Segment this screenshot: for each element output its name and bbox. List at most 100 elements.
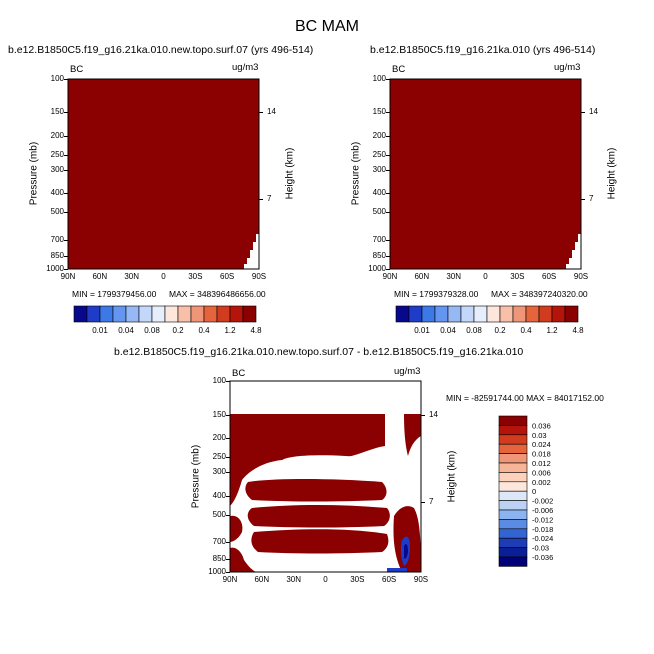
pressure-tick-label: 250: [372, 149, 386, 159]
height-tick: [421, 414, 425, 416]
colorbar-diff: 0.0360.030.0240.0180.0120.0060.0020-0.00…: [498, 415, 553, 567]
colorbar-label: 0.04: [440, 326, 456, 335]
latitude-tick-label: 0: [161, 272, 166, 281]
diff-plot: [229, 380, 422, 573]
y-axis-title: Pressure (mb): [350, 141, 362, 206]
latitude-tick-label: 30N: [286, 575, 301, 584]
colorbar-swatch: [498, 415, 528, 426]
pressure-tick-label: 250: [50, 149, 64, 159]
colorbar-swatch: [551, 305, 566, 323]
colorbar-swatch: [564, 305, 579, 323]
pressure-tick-label: 300: [372, 164, 386, 174]
colorbar-label: 0.08: [466, 326, 482, 335]
latitude-tick-label: 60N: [254, 575, 270, 584]
colorbar-label: -0.03: [532, 544, 549, 553]
pressure-tick-label: 150: [372, 107, 386, 117]
height-tick: [581, 199, 585, 201]
colorbar-swatch: [447, 305, 462, 323]
panel-2-topography: [566, 234, 581, 269]
panel-1-topography: [244, 234, 259, 269]
colorbar-swatch: [486, 305, 501, 323]
colorbar-swatch: [498, 472, 528, 483]
colorbar-label: -0.006: [532, 506, 553, 515]
pressure-tick: [226, 381, 230, 382]
colorbar-label: -0.018: [532, 525, 553, 534]
pressure-tick: [386, 112, 390, 114]
colorbar-swatch: [190, 305, 205, 323]
colorbar-panel-1: 0.010.040.080.20.41.24.818: [73, 305, 262, 335]
colorbar-swatch: [498, 434, 528, 445]
pressure-tick-label: 850: [212, 553, 226, 563]
pressure-tick: [226, 558, 230, 560]
pressure-tick-label: 1000: [368, 264, 386, 273]
figure-title: BC MAM: [295, 18, 359, 35]
pressure-tick: [64, 269, 68, 270]
latitude-tick-label: 0: [483, 272, 488, 281]
y-axis-right-title: Height (km): [606, 147, 618, 200]
colorbar-label: 0.002: [532, 478, 551, 487]
pressure-tick: [64, 193, 68, 195]
pressure-tick: [386, 79, 390, 80]
colorbar-swatch: [408, 305, 423, 323]
panel-2-units: ug/m3: [554, 62, 581, 73]
panel-2-field: [389, 78, 582, 270]
latitude-tick-label: 0: [323, 575, 328, 584]
pressure-tick: [64, 112, 68, 114]
panel-1-plot: [67, 78, 260, 270]
pressure-tick-label: 200: [372, 131, 386, 141]
diff-title: b.e12.B1850C5.f19_g16.21ka.010.new.topo.…: [114, 346, 524, 358]
colorbar-swatch: [125, 305, 140, 323]
panel-1-units: ug/m3: [232, 62, 259, 73]
diff-negative-region: [387, 536, 410, 572]
colorbar-swatch: [434, 305, 449, 323]
pressure-tick: [386, 239, 390, 241]
height-tick-label: 14: [267, 107, 276, 117]
pressure-tick-label: 300: [50, 164, 64, 174]
diff-units: ug/m3: [394, 366, 421, 377]
colorbar-swatch: [498, 443, 528, 454]
pressure-tick: [386, 255, 390, 257]
panel-1-var: BC: [70, 64, 84, 75]
colorbar-swatch: [112, 305, 127, 323]
latitude-tick-label: 90S: [251, 272, 267, 281]
diff-positive-region: [230, 414, 421, 572]
panel-2-plot: [389, 78, 582, 270]
colorbar-swatch: [498, 425, 528, 436]
pressure-tick: [64, 79, 68, 80]
colorbar-swatch: [73, 305, 88, 323]
colorbar-swatch: [203, 305, 218, 323]
colorbar-label: 0.03: [532, 431, 547, 440]
colorbar-swatch: [421, 305, 436, 323]
colorbar-swatch: [498, 509, 528, 520]
height-tick-label: 7: [589, 194, 594, 204]
y-axis-right-title: Height (km): [284, 147, 296, 200]
pressure-tick-label: 700: [50, 234, 64, 244]
pressure-tick: [226, 514, 230, 516]
latitude-tick-label: 60S: [220, 272, 235, 281]
pressure-tick-label: 250: [212, 452, 226, 461]
colorbar-label: 0.006: [532, 468, 551, 477]
pressure-tick: [64, 136, 68, 138]
pressure-tick: [64, 211, 68, 213]
panel-1-title: b.e12.B1850C5.f19_g16.21ka.010.new.topo.…: [8, 44, 314, 56]
colorbar-label: 1.2: [546, 326, 558, 335]
height-tick-label: 7: [267, 194, 272, 204]
pressure-tick: [226, 457, 230, 458]
colorbar-swatch: [498, 481, 528, 492]
colorbar-label: 0.036: [532, 421, 551, 430]
pressure-tick: [386, 154, 390, 156]
colorbar-swatch: [498, 462, 528, 473]
colorbar-label: -0.036: [532, 553, 553, 562]
pressure-tick-label: 400: [50, 188, 64, 198]
pressure-tick: [226, 414, 230, 416]
latitude-tick-label: 60S: [542, 272, 557, 281]
colorbar-label: 4.8: [250, 326, 262, 335]
colorbar-label: 0.018: [532, 450, 551, 459]
colorbar-swatch: [498, 500, 528, 511]
latitude-tick-label: 60N: [414, 272, 430, 281]
pressure-tick-label: 100: [212, 376, 226, 385]
y-axis-title: Pressure (mb): [190, 444, 202, 508]
pressure-tick-label: 150: [212, 409, 226, 419]
pressure-tick-label: 500: [50, 206, 64, 216]
colorbar-swatch: [498, 547, 528, 558]
